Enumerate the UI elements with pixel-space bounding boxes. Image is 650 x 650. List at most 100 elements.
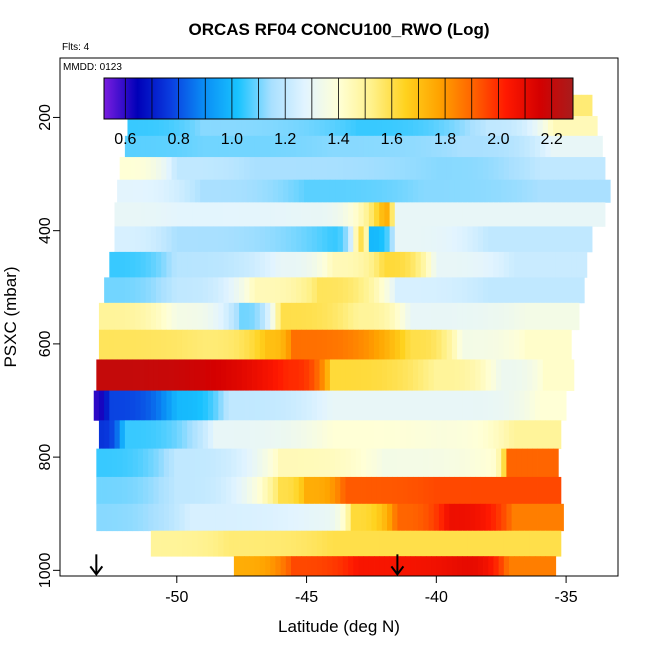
heatmap-cell (571, 277, 577, 304)
heatmap-cell (379, 530, 385, 557)
heatmap-cell (363, 556, 370, 577)
heatmap-cell (265, 302, 271, 331)
heatmap-cell (519, 302, 525, 331)
heatmap-cell (233, 226, 240, 253)
heatmap-cell (270, 251, 276, 278)
heatmap-cell (431, 251, 437, 278)
heatmap-cell (483, 302, 489, 331)
heatmap-cell (410, 302, 416, 331)
heatmap-cell (340, 116, 346, 137)
heatmap-cell (285, 420, 292, 450)
heatmap-cell (306, 530, 313, 557)
heatmap-cell (472, 530, 479, 557)
heatmap-cell (213, 157, 219, 181)
heatmap-cell (441, 556, 448, 577)
heatmap-cell (560, 135, 567, 158)
heatmap-cell (394, 157, 401, 181)
heatmap-cell (534, 251, 541, 278)
x-tick-label: -50 (165, 589, 188, 606)
heatmap-cell (239, 329, 245, 360)
heatmap-cell (233, 390, 240, 421)
heatmap-cell (568, 359, 575, 391)
heatmap-cell (503, 226, 510, 253)
heatmap-cell (137, 359, 144, 391)
heatmap-cell (477, 390, 484, 421)
heatmap-cell (451, 302, 458, 331)
heatmap-cell (537, 179, 544, 203)
heatmap-cell (446, 390, 453, 421)
heatmap-cell (485, 359, 492, 391)
heatmap-cell (262, 448, 269, 478)
heatmap-cell (135, 420, 141, 450)
heatmap-cell (265, 226, 271, 253)
heatmap-cell (143, 448, 149, 478)
heatmap-cell (381, 503, 388, 532)
heatmap-cell (425, 251, 432, 278)
heatmap-cell (389, 202, 396, 227)
heatmap-cell (288, 359, 294, 391)
heatmap-cell (431, 530, 437, 557)
heatmap-cell (285, 329, 292, 360)
heatmap-cell (415, 420, 422, 450)
heatmap-cell (197, 390, 204, 421)
heatmap-cell (174, 179, 180, 203)
heatmap-cell (275, 277, 282, 304)
heatmap-cell (306, 390, 313, 421)
heatmap-cell (542, 116, 549, 137)
heatmap-cell (337, 420, 344, 450)
heatmap-cell (407, 116, 414, 137)
heatmap-cell (337, 329, 344, 360)
heatmap-cell (457, 420, 463, 450)
heatmap-cell (314, 179, 320, 203)
heatmap-cell (477, 329, 484, 360)
heatmap-cell (405, 251, 411, 278)
heatmap-cell (301, 420, 307, 450)
heatmap-cell (519, 157, 525, 181)
heatmap-cell (148, 359, 154, 391)
heatmap-cell (483, 202, 489, 227)
heatmap-cell (290, 420, 297, 450)
heatmap-cell (161, 302, 167, 331)
heatmap-cell (270, 157, 276, 181)
heatmap-cell (399, 329, 406, 360)
heatmap-cell (161, 277, 167, 304)
heatmap-cell (96, 448, 102, 478)
heatmap-cell (241, 448, 248, 478)
heatmap-cell (480, 503, 487, 532)
heatmap-cell (119, 329, 126, 360)
heatmap-cell (148, 116, 154, 137)
heatmap-cell (265, 157, 271, 181)
heatmap-cell (358, 226, 365, 253)
heatmap-cell (477, 157, 484, 181)
heatmap-cell (571, 251, 577, 278)
heatmap-cell (560, 390, 567, 421)
heatmap-cell (345, 179, 352, 203)
heatmap-cell (467, 390, 474, 421)
heatmap-cell (540, 420, 546, 450)
heatmap-cell (459, 503, 466, 532)
heatmap-cell (420, 530, 427, 557)
heatmap-cell (104, 420, 110, 450)
heatmap-cell (420, 329, 427, 360)
heatmap-cell (342, 135, 349, 158)
heatmap-cell (301, 329, 307, 360)
heatmap-cell (153, 503, 160, 532)
heatmap-cell (265, 556, 271, 577)
heatmap-cell (376, 448, 383, 478)
heatmap-cell (555, 277, 562, 304)
heatmap-cell (498, 556, 505, 577)
heatmap-cell (363, 530, 370, 557)
heatmap-cell (158, 503, 165, 532)
heatmap-cell (451, 390, 458, 421)
heatmap-cell (241, 476, 248, 505)
heatmap-cell (140, 302, 147, 331)
heatmap-cell (332, 329, 339, 360)
heatmap-cell (111, 476, 118, 505)
heatmap-cell (337, 226, 344, 253)
heatmap-cell (394, 329, 401, 360)
heatmap-cell (319, 476, 326, 505)
heatmap-cell (293, 179, 300, 203)
heatmap-cell (106, 503, 113, 532)
heatmap-cell (169, 448, 175, 478)
heatmap-cell (181, 135, 188, 158)
